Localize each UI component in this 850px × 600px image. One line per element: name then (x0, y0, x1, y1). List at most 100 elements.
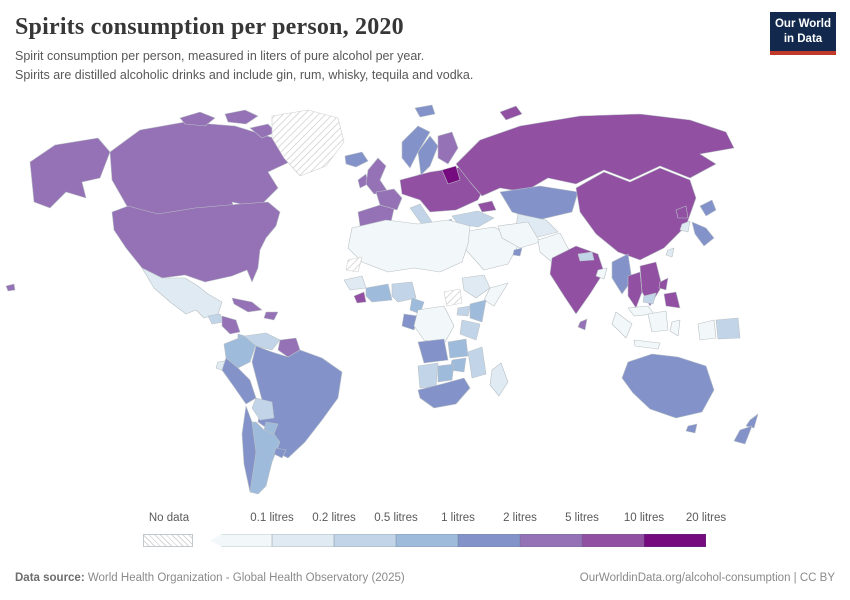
country-kazakhstan[interactable] (499, 185, 579, 221)
country-indonesia-sulawesi[interactable] (669, 319, 681, 337)
country-hispaniola[interactable] (263, 311, 279, 321)
country-philippines-1[interactable] (658, 277, 669, 291)
legend-tick-label: 5 litres (565, 512, 599, 524)
country-guatemala[interactable] (207, 313, 225, 325)
country-uganda[interactable] (456, 305, 471, 317)
country-papua-new-guinea[interactable] (715, 317, 741, 340)
country-iceland[interactable] (344, 151, 369, 168)
chart-subtitle: Spirit consumption per person, measured … (15, 47, 750, 83)
legend-bin-5-10[interactable] (582, 534, 644, 547)
legend-tick-label: 10 litres (623, 512, 665, 524)
country-peru[interactable] (221, 357, 257, 405)
country-venezuela[interactable] (243, 332, 281, 351)
country-western-sahara[interactable] (345, 256, 363, 273)
no-data-swatch[interactable] (143, 534, 193, 547)
country-russia[interactable] (455, 113, 735, 197)
country-myanmar[interactable] (611, 253, 633, 295)
country-dr-congo[interactable] (413, 305, 455, 345)
country-alaska[interactable] (29, 137, 111, 209)
country-nigeria[interactable] (391, 281, 417, 303)
country-north-korea[interactable] (675, 205, 689, 219)
subtitle-line-1: Spirit consumption per person, measured … (15, 49, 425, 64)
country-indonesia-borneo[interactable] (647, 310, 669, 333)
country-iran[interactable] (497, 221, 541, 249)
chart-title: Spirits consumption per person, 2020 (15, 14, 404, 40)
country-taiwan[interactable] (665, 247, 675, 258)
country-caucasus[interactable] (477, 200, 497, 213)
legend-tick-label: 20 litres (685, 512, 727, 524)
country-svalbard[interactable] (414, 104, 436, 118)
country-kenya[interactable] (469, 299, 487, 323)
country-liberia[interactable] (353, 291, 367, 304)
country-canada-islands-2[interactable] (224, 109, 259, 125)
country-hawaii[interactable] (5, 283, 16, 292)
country-tanzania[interactable] (459, 319, 481, 341)
legend-bin-0.2-0.5[interactable] (334, 534, 396, 547)
country-senegal-guinea[interactable] (343, 275, 367, 291)
country-honduras-nicaragua[interactable] (221, 315, 241, 335)
country-cuba[interactable] (231, 297, 263, 313)
country-south-africa[interactable] (417, 377, 471, 409)
country-south-sudan[interactable] (443, 288, 463, 307)
country-cambodia[interactable] (642, 292, 657, 305)
country-uruguay[interactable] (273, 447, 287, 459)
country-thailand[interactable] (627, 271, 643, 309)
country-new-zealand-north[interactable] (745, 413, 759, 429)
country-baltic-states[interactable] (441, 165, 461, 185)
country-botswana[interactable] (437, 363, 455, 383)
country-nepal[interactable] (577, 251, 595, 262)
country-novaya-zemlya[interactable] (499, 105, 523, 121)
legend-tick-label: 1 litres (441, 512, 475, 524)
country-philippines-2[interactable] (663, 291, 681, 309)
country-finland[interactable] (437, 131, 459, 165)
country-madagascar[interactable] (489, 362, 509, 397)
country-bolivia[interactable] (251, 397, 275, 421)
owid-logo-line-1: Our World (774, 18, 831, 30)
legend-bin-0.1-0.2[interactable] (272, 534, 334, 547)
country-india[interactable] (549, 245, 605, 315)
legend-bin-10-20[interactable] (644, 534, 706, 547)
country-japan-hokkaido[interactable] (699, 199, 717, 217)
chart-footer: Data source: World Health Organization -… (15, 572, 835, 584)
country-ethiopia[interactable] (461, 274, 491, 299)
country-new-zealand-south[interactable] (733, 425, 753, 445)
country-ivory-coast-ghana[interactable] (365, 283, 393, 303)
country-indonesia-sumatra[interactable] (611, 311, 633, 339)
legend-tick-label: 0.2 litres (312, 512, 356, 524)
legend-bin-1-2[interactable] (458, 534, 520, 547)
country-uae[interactable] (512, 247, 523, 257)
owid-logo[interactable]: Our World in Data (770, 12, 836, 55)
chart-header: Spirits consumption per person, 2020 Spi… (15, 14, 750, 84)
legend-bin-<0.1[interactable] (210, 534, 272, 547)
country-argentina[interactable] (249, 421, 281, 495)
country-indonesia-java[interactable] (633, 339, 661, 350)
legend-bin-0.5-1[interactable] (396, 534, 458, 547)
country-mexico[interactable] (141, 267, 223, 319)
country-namibia[interactable] (417, 362, 439, 389)
country-mozambique[interactable] (467, 346, 487, 379)
country-angola[interactable] (417, 338, 449, 364)
country-australia[interactable] (621, 353, 715, 419)
country-united-states[interactable] (111, 201, 281, 283)
no-data-label: No data (148, 512, 190, 524)
country-greenland[interactable] (271, 109, 345, 177)
country-sri-lanka[interactable] (577, 318, 588, 331)
credit-link[interactable]: OurWorldinData.org/alcohol-consumption |… (579, 572, 835, 584)
region-northern-africa[interactable] (347, 219, 471, 273)
country-japan-honshu[interactable] (691, 221, 715, 247)
legend-tick-label: 0.1 litres (250, 512, 294, 524)
country-sweden[interactable] (417, 135, 439, 176)
country-bangladesh[interactable] (595, 267, 608, 280)
country-south-korea[interactable] (679, 220, 691, 233)
data-source-value: World Health Organization - Global Healt… (84, 572, 405, 584)
country-tasmania[interactable] (685, 423, 698, 434)
legend-bin-2-5[interactable] (520, 534, 582, 547)
country-indonesia-west-papua[interactable] (697, 319, 717, 341)
country-france[interactable] (375, 188, 403, 211)
country-united-kingdom[interactable] (365, 157, 389, 195)
world-choropleth-map (0, 100, 850, 505)
country-canada-islands-1[interactable] (179, 111, 216, 127)
country-somalia[interactable] (483, 282, 509, 307)
country-zambia[interactable] (447, 338, 469, 359)
subtitle-line-2: Spirits are distilled alcoholic drinks a… (15, 67, 474, 82)
